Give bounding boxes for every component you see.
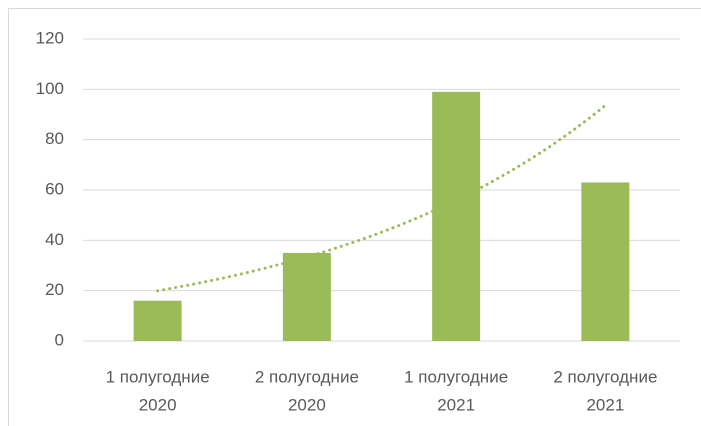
x-tick-label: 2020 [288,395,326,414]
bar [282,252,331,341]
x-tick-label: 2 полугодние [255,367,359,386]
y-tick-label: 40 [45,230,64,249]
trendline [156,103,607,293]
x-tick-label: 1 полугодние [404,367,508,386]
y-tick-label: 100 [36,79,64,98]
y-tick-label: 20 [45,280,64,299]
x-tick-label: 2021 [586,395,624,414]
y-tick-label: 60 [45,179,64,198]
y-tick-label: 0 [55,330,64,349]
bar [432,91,481,341]
bar [133,300,182,341]
x-tick-label: 2 полугодние [553,367,657,386]
x-tick-label: 2020 [139,395,177,414]
bar [581,182,630,341]
x-tick-label: 1 полугодние [106,367,210,386]
x-tick-label: 2021 [437,395,475,414]
y-tick-label: 120 [36,28,64,47]
y-tick-label: 80 [45,129,64,148]
